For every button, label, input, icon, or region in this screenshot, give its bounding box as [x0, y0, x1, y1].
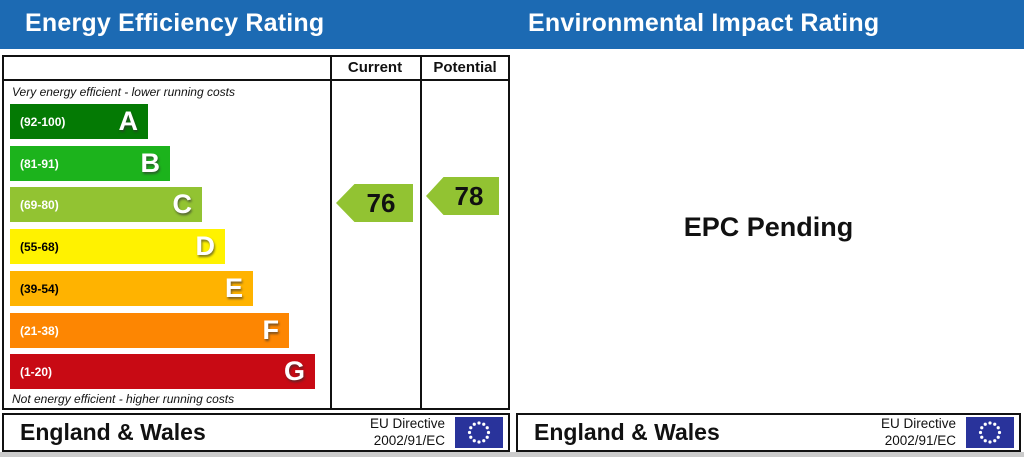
potential-rating-value: 78 [454, 180, 484, 211]
band-row: (69-80) C [10, 187, 202, 222]
band-letter: C [172, 189, 193, 219]
band-range-label: (69-80) [20, 197, 59, 212]
band-range-label: (81-91) [20, 156, 59, 171]
band-range-label: (92-100) [20, 114, 66, 129]
epc-pending-status: EPC Pending [683, 212, 854, 242]
band-range-label: (21-38) [20, 323, 59, 338]
header-row-divider [2, 79, 510, 81]
eu-directive-line1: EU Directive [369, 416, 445, 431]
eu-directive-label: EU Directive 2002/91/EC [370, 416, 445, 449]
eu-flag-icon [966, 417, 1014, 448]
band-row: (1-20) G [10, 354, 315, 389]
band-range-label: (39-54) [20, 281, 59, 296]
band-letter: E [224, 273, 243, 303]
title-bar [0, 0, 1024, 49]
eu-directive-line2: 2002/91/EC [884, 432, 956, 448]
region-label: England & Wales [20, 419, 206, 445]
current-rating-value: 76 [366, 187, 396, 218]
potential-rating-arrow: 78 [426, 177, 499, 215]
region-label: England & Wales [534, 419, 720, 445]
band-row: (81-91) B [10, 146, 170, 181]
band-letter: F [262, 315, 280, 345]
eu-directive-line2: 2002/91/EC [373, 432, 445, 448]
potential-column-header: Potential [433, 59, 497, 76]
band-range-label: (1-20) [20, 364, 53, 379]
current-rating-arrow: 76 [336, 184, 413, 222]
band-letter: A [118, 106, 139, 136]
footer-right: England & Wales EU Directive 2002/91/EC [516, 413, 1021, 452]
band-letter: B [140, 148, 161, 178]
band-letter: D [195, 231, 216, 261]
band-range-label: (55-68) [20, 239, 59, 254]
inefficient-note: Not energy efficient - higher running co… [12, 392, 235, 406]
band-letter: G [283, 356, 305, 386]
energy-efficiency-title: Energy Efficiency Rating [25, 9, 325, 37]
current-column-divider [330, 55, 332, 410]
page-bottom-strip [0, 452, 1024, 457]
eu-flag-icon [455, 417, 503, 448]
current-column-header: Current [347, 59, 403, 76]
eu-directive-label: EU Directive 2002/91/EC [881, 416, 956, 449]
band-row: (39-54) E [10, 271, 253, 306]
band-row: (21-38) F [10, 313, 289, 348]
band-row: (55-68) D [10, 229, 225, 264]
efficient-note: Very energy efficient - lower running co… [12, 85, 235, 99]
band-row: (92-100) A [10, 104, 148, 139]
eu-directive-line1: EU Directive [880, 416, 956, 431]
potential-column-divider [420, 55, 422, 410]
environmental-impact-title: Environmental Impact Rating [528, 9, 880, 37]
footer-left: England & Wales EU Directive 2002/91/EC [2, 413, 510, 452]
